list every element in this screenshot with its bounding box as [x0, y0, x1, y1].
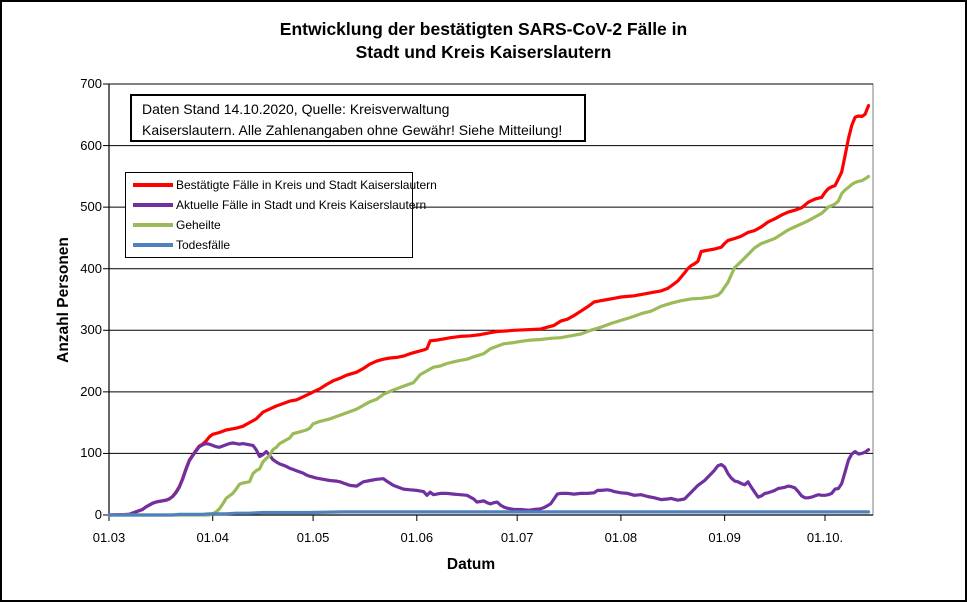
x-tick-label-01.09: 01.09 [708, 530, 741, 545]
y-axis-title: Anzahl Personen [55, 237, 72, 363]
annotation-line1: Daten Stand 14.10.2020, Quelle: Kreisver… [142, 101, 450, 117]
x-tick-label-01.08: 01.08 [604, 530, 638, 545]
legend-line-swatch-0 [133, 183, 173, 187]
series-line-3 [107, 510, 871, 517]
legend-item-2: Geheilte [126, 215, 412, 235]
series-line-0 [107, 103, 871, 517]
x-tick-label-01.07: 01.07 [500, 530, 534, 545]
y-tick-label-100: 100 [80, 445, 102, 461]
legend-label-3: Todesfälle [176, 238, 231, 252]
x-axis-title: Datum [446, 556, 496, 573]
y-tick-label-300: 300 [80, 322, 102, 338]
x-tick-label-01.04: 01.04 [196, 530, 229, 545]
legend-item-3: Todesfälle [126, 235, 412, 255]
data-source-annotation: Daten Stand 14.10.2020, Quelle: Kreisver… [130, 94, 586, 142]
chart-legend: Bestätigte Fälle in Kreis und Stadt Kais… [125, 172, 437, 258]
x-tick-label-01.05: 01.05 [296, 530, 330, 545]
legend-label-2: Geheilte [176, 218, 221, 232]
series-line-1 [107, 441, 871, 517]
y-tick-label-600: 600 [80, 137, 102, 153]
series-line-2 [107, 174, 871, 517]
x-tick-label-01.10.: 01.10. [806, 530, 844, 545]
y-tick-label-500: 500 [80, 199, 102, 215]
legend-line-swatch-3 [133, 243, 173, 247]
y-tick-label-200: 200 [80, 383, 102, 399]
legend-label-0: Bestätigte Fälle in Kreis und Stadt Kais… [176, 178, 437, 192]
plot-area-border [108, 83, 874, 516]
chart-title-line2: Stadt und Kreis Kaiserslautern [355, 42, 612, 62]
legend-line-swatch-2 [133, 223, 173, 227]
x-tick-label-01.06: 01.06 [400, 530, 434, 545]
legend-line-swatch-1 [133, 203, 173, 207]
chart-title-line1: Entwicklung der bestätigten SARS-CoV-2 F… [279, 19, 688, 39]
annotation-line2: Kaiserslautern. Alle Zahlenangaben ohne … [142, 122, 563, 138]
legend-item-1: Aktuelle Fälle in Stadt und Kreis Kaiser… [126, 195, 426, 215]
y-tick-label-400: 400 [80, 260, 102, 276]
legend-label-1: Aktuelle Fälle in Stadt und Kreis Kaiser… [176, 198, 427, 212]
y-tick-label-700: 700 [80, 76, 102, 91]
legend-item-0: Bestätigte Fälle in Kreis und Stadt Kais… [126, 175, 437, 195]
x-tick-label-01.03: 01.03 [92, 530, 126, 545]
chart-title: Entwicklung der bestätigten SARS-CoV-2 F… [2, 18, 965, 64]
y-tick-label-0: 0 [94, 507, 102, 522]
